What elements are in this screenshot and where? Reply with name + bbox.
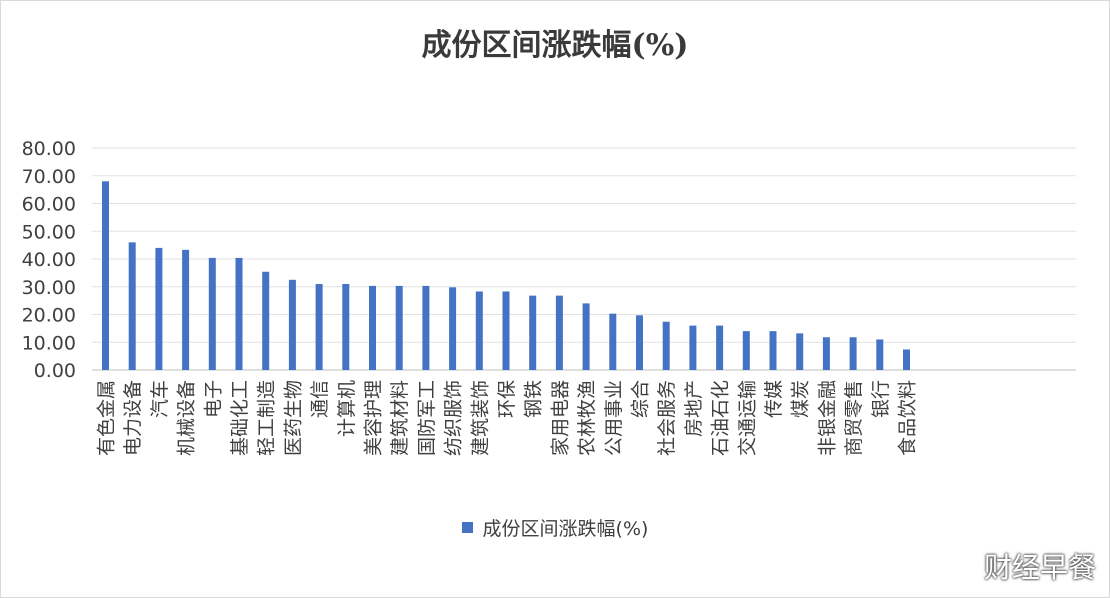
x-tick-label: 纺织服饰	[443, 380, 465, 456]
legend: 成份区间涨跌幅(%)	[0, 514, 1110, 541]
x-tick-label: 轻工制造	[256, 380, 278, 456]
bar	[315, 283, 323, 370]
x-tick-label: 环保	[496, 380, 518, 418]
legend-label: 成份区间涨跌幅(%)	[482, 518, 649, 540]
x-tick-label: 医药生物	[282, 380, 304, 456]
x-tick-label: 家用电器	[549, 380, 571, 456]
x-tick-label: 公用事业	[603, 380, 625, 456]
x-tick-label: 食品饮料	[897, 380, 919, 456]
y-tick-label: 50.00	[22, 221, 76, 243]
bar	[555, 295, 563, 370]
chart-title: 成份区间涨跌幅(%)	[421, 28, 689, 63]
x-tick-label: 钢铁	[523, 380, 545, 418]
x-tick-label: 房地产	[683, 380, 705, 437]
bar	[769, 331, 777, 370]
x-axis-labels: 有色金属 电力设备 汽车 机械设备 电子 基础化工 轻工制造 医药生物 通信 计算机 美容护理 建筑材…	[96, 380, 919, 456]
x-tick-label: 非银金融	[816, 380, 838, 456]
x-tick-label: 建筑材料	[389, 380, 411, 456]
bar	[876, 339, 884, 370]
x-tick-label: 机械设备	[176, 380, 198, 456]
y-tick-label: 0.00	[34, 360, 76, 382]
bar	[475, 291, 483, 370]
x-tick-label: 计算机	[336, 380, 358, 437]
bar	[288, 279, 296, 370]
watermark: 财经早餐	[983, 551, 1096, 584]
bar	[689, 325, 697, 370]
bar	[449, 287, 457, 370]
bar	[182, 249, 190, 370]
bar	[502, 291, 510, 370]
y-tick-label: 70.00	[22, 166, 76, 188]
bar	[422, 285, 430, 370]
bar	[849, 337, 857, 370]
bar	[208, 257, 216, 370]
bar	[235, 257, 243, 370]
y-tick-label: 20.00	[22, 305, 76, 327]
x-tick-label: 社会服务	[656, 380, 678, 456]
x-tick-label: 农林牧渔	[576, 380, 598, 456]
bar	[128, 242, 136, 370]
bar	[395, 285, 403, 370]
bar	[529, 295, 537, 370]
y-tick-label: 80.00	[22, 138, 76, 160]
x-tick-label: 基础化工	[229, 380, 251, 456]
bar	[903, 349, 910, 370]
bar	[342, 283, 350, 370]
x-tick-label: 通信	[309, 380, 331, 418]
x-tick-label: 电子	[202, 380, 224, 418]
bar	[369, 285, 376, 370]
bar	[582, 303, 590, 370]
bar	[102, 181, 109, 370]
y-tick-label: 40.00	[22, 249, 76, 271]
x-tick-label: 电力设备	[122, 380, 144, 456]
x-tick-label: 美容护理	[363, 380, 385, 456]
x-tick-label: 国防军工	[416, 380, 438, 456]
x-tick-label: 石油石化	[710, 380, 732, 456]
bar	[716, 325, 724, 370]
bar	[609, 313, 617, 370]
bar	[822, 337, 830, 370]
x-tick-label: 建筑装饰	[469, 380, 491, 456]
x-tick-label: 综合	[630, 380, 652, 418]
x-tick-label: 有色金属	[96, 380, 118, 456]
x-tick-label: 汽车	[149, 380, 171, 418]
legend-swatch	[461, 522, 473, 533]
bars	[102, 181, 910, 370]
bar	[636, 315, 643, 370]
x-tick-label: 传媒	[763, 380, 785, 418]
x-tick-label: 商贸零售	[843, 380, 865, 456]
bar	[796, 333, 804, 370]
y-tick-label: 30.00	[22, 277, 76, 299]
y-tick-label: 60.00	[22, 194, 76, 216]
x-tick-label: 银行	[870, 380, 892, 418]
y-tick-label: 10.00	[22, 332, 76, 354]
bar	[662, 321, 670, 370]
bar	[155, 247, 163, 370]
x-tick-label: 煤炭	[790, 380, 812, 418]
x-tick-label: 交通运输	[736, 380, 758, 456]
bar	[262, 271, 270, 370]
bar	[742, 331, 750, 370]
y-axis-ticks: 0.00 10.00 20.00 30.00 40.00 50.00 60.00 70.00 8…	[22, 138, 76, 382]
